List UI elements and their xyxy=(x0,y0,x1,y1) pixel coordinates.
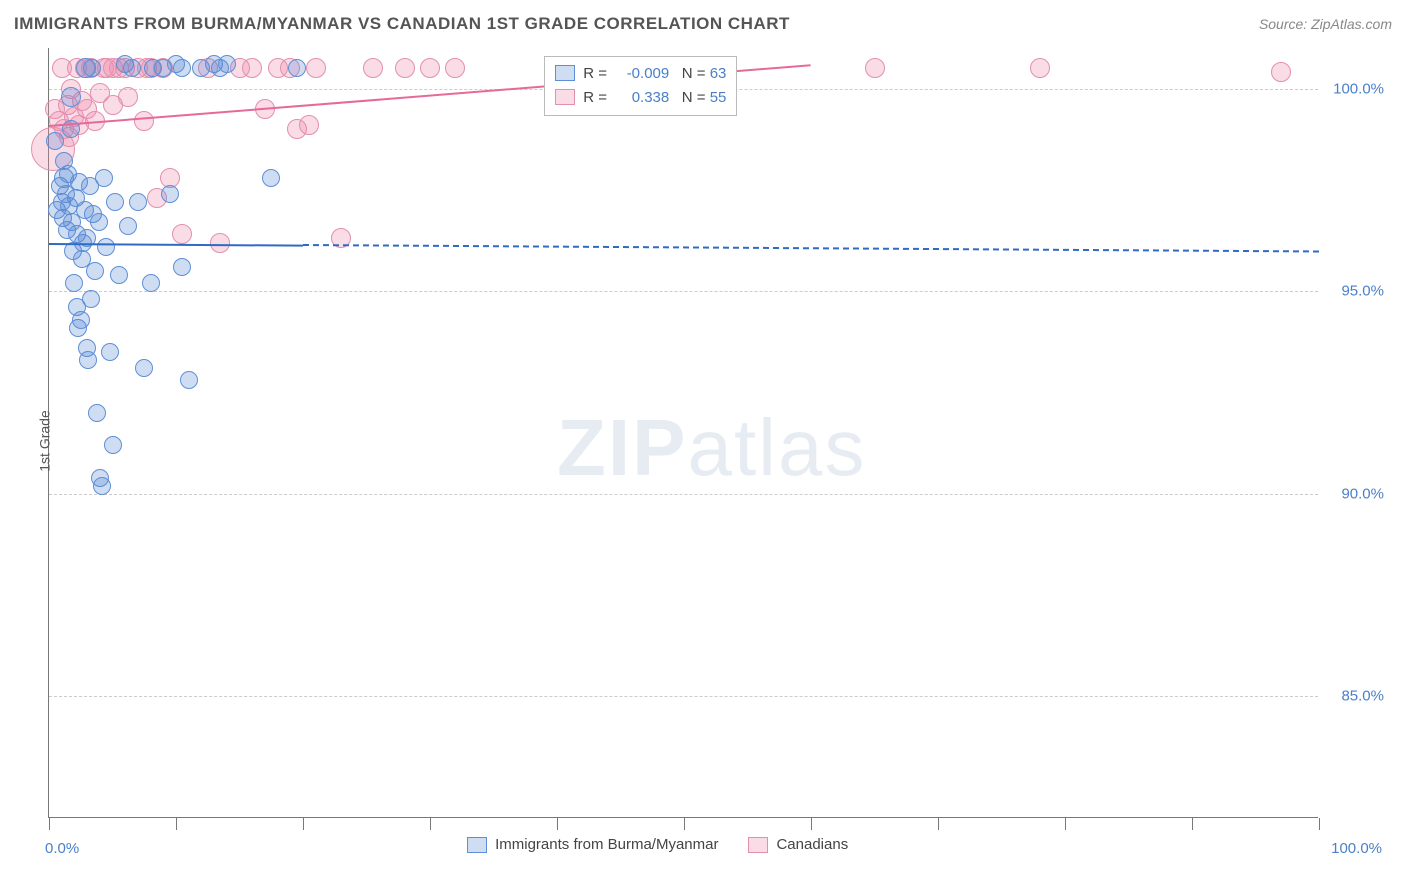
legend-text: R = 0.338 N = 55 xyxy=(583,89,726,106)
gridline xyxy=(49,696,1318,697)
y-tick-label: 100.0% xyxy=(1324,80,1384,97)
x-tick xyxy=(811,818,812,830)
point-series-b xyxy=(1271,62,1291,82)
x-tick xyxy=(684,818,685,830)
correlation-legend: R = -0.009 N = 63 R = 0.338 N = 55 xyxy=(544,56,737,116)
point-series-a xyxy=(72,311,90,329)
x-tick xyxy=(557,818,558,830)
point-series-a xyxy=(161,185,179,203)
x-tick-label: 0.0% xyxy=(45,840,79,857)
point-series-b xyxy=(395,58,415,78)
point-series-a xyxy=(88,404,106,422)
point-series-a xyxy=(95,169,113,187)
point-series-a xyxy=(262,169,280,187)
legend-swatch xyxy=(467,837,487,853)
point-series-a xyxy=(180,371,198,389)
point-series-b xyxy=(210,233,230,253)
point-series-b xyxy=(306,58,326,78)
bottom-legend: Immigrants from Burma/Myanmar Canadians xyxy=(467,836,848,853)
point-series-a xyxy=(82,290,100,308)
legend-label: Canadians xyxy=(776,836,848,853)
point-series-a xyxy=(79,351,97,369)
point-series-a xyxy=(101,343,119,361)
legend-item: Immigrants from Burma/Myanmar xyxy=(467,836,718,853)
point-series-b xyxy=(363,58,383,78)
point-series-b xyxy=(420,58,440,78)
legend-swatch xyxy=(555,89,575,105)
point-series-b xyxy=(865,58,885,78)
x-tick-label: 100.0% xyxy=(1331,840,1382,857)
point-series-a xyxy=(119,217,137,235)
point-series-b xyxy=(445,58,465,78)
point-series-b xyxy=(299,115,319,135)
x-tick xyxy=(49,818,50,830)
point-series-a xyxy=(129,193,147,211)
gridline xyxy=(49,291,1318,292)
point-series-a xyxy=(83,59,101,77)
point-series-a xyxy=(173,59,191,77)
x-tick xyxy=(1319,818,1320,830)
point-series-a xyxy=(142,274,160,292)
point-series-a xyxy=(97,238,115,256)
point-series-a xyxy=(93,477,111,495)
legend-item: Canadians xyxy=(748,836,848,853)
point-series-b xyxy=(118,87,138,107)
point-series-b xyxy=(172,224,192,244)
legend-text: R = -0.009 N = 63 xyxy=(583,65,726,82)
x-tick xyxy=(938,818,939,830)
chart-title: IMMIGRANTS FROM BURMA/MYANMAR VS CANADIA… xyxy=(14,14,790,34)
plot-area: 85.0%90.0%95.0%100.0%0.0%100.0%ZIPatlasR… xyxy=(48,48,1318,818)
point-series-b xyxy=(1030,58,1050,78)
point-series-b xyxy=(242,58,262,78)
point-series-a xyxy=(173,258,191,276)
y-tick-label: 85.0% xyxy=(1324,688,1384,705)
point-series-a xyxy=(46,132,64,150)
x-tick xyxy=(430,818,431,830)
x-tick xyxy=(1192,818,1193,830)
point-series-a xyxy=(104,436,122,454)
x-tick xyxy=(176,818,177,830)
point-series-b xyxy=(134,111,154,131)
point-series-a xyxy=(288,59,306,77)
point-series-a xyxy=(110,266,128,284)
legend-label: Immigrants from Burma/Myanmar xyxy=(495,836,718,853)
point-series-a xyxy=(218,55,236,73)
y-axis-title: 1st Grade xyxy=(37,410,53,471)
x-tick xyxy=(1065,818,1066,830)
point-series-a xyxy=(123,59,141,77)
point-series-a xyxy=(65,274,83,292)
y-tick-label: 95.0% xyxy=(1324,283,1384,300)
watermark: ZIPatlas xyxy=(557,402,866,494)
trendline-a-dashed xyxy=(303,244,1319,252)
point-series-a xyxy=(106,193,124,211)
y-tick-label: 90.0% xyxy=(1324,485,1384,502)
x-tick xyxy=(303,818,304,830)
legend-swatch xyxy=(748,837,768,853)
legend-swatch xyxy=(555,65,575,81)
point-series-a xyxy=(90,213,108,231)
point-series-a xyxy=(86,262,104,280)
point-series-a xyxy=(135,359,153,377)
point-series-a xyxy=(61,87,81,107)
source-label: Source: ZipAtlas.com xyxy=(1259,16,1392,32)
